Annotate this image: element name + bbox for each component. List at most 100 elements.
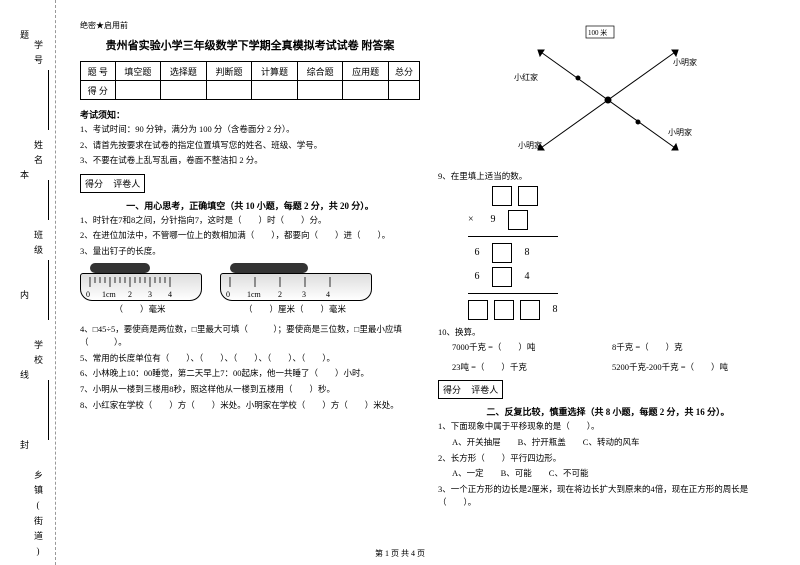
score-label: 得分 — [443, 383, 469, 396]
page-footer: 第 1 页 共 4 页 — [0, 548, 800, 559]
td — [297, 81, 343, 100]
mult-row: 6 4 — [468, 267, 536, 287]
score-box-2: 得分 评卷人 — [438, 380, 503, 399]
ruler-2: 01cm234 （ ）厘米（ ）毫米 — [220, 265, 370, 311]
label-top: 100 米 — [588, 28, 607, 37]
box-icon — [518, 186, 538, 206]
box-icon — [492, 186, 512, 206]
mult-row — [468, 186, 538, 206]
label-tr: 小明家 — [673, 57, 697, 67]
td — [343, 81, 389, 100]
svg-text:0: 0 — [226, 290, 230, 299]
score-table: 题 号 填空题 选择题 判断题 计算题 综合题 应用题 总分 得 分 — [80, 61, 420, 100]
td — [252, 81, 298, 100]
header-note: 绝密★启用前 — [80, 20, 420, 31]
binding-mark-2: 内 — [18, 290, 31, 305]
mult-row: 8 — [468, 300, 564, 320]
score-label: 得分 — [85, 177, 111, 190]
conv-item: 5200千克-200千克 =（ ）吨 — [612, 361, 772, 375]
svg-text:4: 4 — [168, 290, 172, 299]
binding-mark-4: 封 — [18, 440, 31, 455]
th: 填空题 — [115, 62, 161, 81]
ruler-row: 01cm234 （ ）毫米 01cm234 （ ）厘米（ ）毫米 — [80, 261, 420, 311]
notice-title-text: 考试须知： — [80, 110, 125, 120]
notice-item: 2、请首先按要求在试卷的指定位置填写您的姓名、班级、学号。 — [80, 139, 420, 153]
p2-q1-opts: A、开关抽屉 B、拧开瓶盖 C、转动的风车 — [452, 436, 778, 450]
notice-item: 3、不要在试卷上乱写乱画，卷面不整洁扣 2 分。 — [80, 154, 420, 168]
direction-diagram: 100 米 小红家 小明家 小明家 小明家 — [498, 20, 718, 170]
box-icon — [468, 300, 488, 320]
ruler-caption-1: （ ）毫米 — [80, 303, 200, 315]
question-5: 5、常用的长度单位有（ ）、（ ）、（ ）、（ ）、（ ）。 — [80, 352, 420, 366]
mult-9: 9 — [484, 214, 502, 225]
conv-item: 8千克 =（ ）克 — [612, 341, 742, 355]
td — [161, 81, 207, 100]
th: 总分 — [388, 62, 419, 81]
marker-label: 评卷人 — [113, 177, 140, 190]
box-icon — [494, 300, 514, 320]
svg-text:1cm: 1cm — [247, 290, 262, 299]
question-6: 6、小林晚上10：00睡觉，第二天早上7：00起床，他一共睡了（ ）小时。 — [80, 367, 420, 381]
label-bl: 小明家 — [518, 140, 542, 150]
th: 应用题 — [343, 62, 389, 81]
binding-segment — [48, 380, 50, 440]
p2-q2: 2、长方形（ ）平行四边形。 — [438, 452, 778, 466]
svg-text:0: 0 — [86, 290, 90, 299]
ruler-caption-2: （ ）厘米（ ）毫米 — [220, 303, 370, 315]
digit: 6 — [468, 247, 486, 258]
binding-mark-0: 题 — [18, 30, 31, 45]
content: 绝密★启用前 贵州省实验小学三年级数学下学期全真模拟考试试卷 附答案 题 号 填… — [80, 20, 780, 512]
p2-q2-opts: A、一定 B、可能 C、不可能 — [452, 467, 778, 481]
question-7: 7、小明从一楼到三楼用8秒，照这样他从一楼到五楼用（ ）秒。 — [80, 383, 420, 397]
svg-text:2: 2 — [278, 290, 282, 299]
svg-text:3: 3 — [302, 290, 306, 299]
box-icon — [520, 300, 540, 320]
rule-line — [468, 293, 558, 294]
binding-label-id: 学号 — [32, 40, 45, 70]
page: 学号 姓名 班级 学校 乡镇(街道) 题 本 内 线 封 绝密★启用前 贵州省实… — [0, 0, 800, 565]
conv-item: 23吨 =（ ）千克 — [452, 361, 582, 375]
svg-text:1cm: 1cm — [102, 290, 117, 299]
marker-label: 评卷人 — [471, 383, 498, 396]
mult-row: 6 8 — [468, 243, 536, 263]
conversion-grid: 7000千克 =（ ）吨 8千克 =（ ）克 23吨 =（ ）千克 5200千克… — [452, 341, 778, 376]
p2-q3: 3、一个正方形的边长是2厘米，现在将边长扩大到原来的4倍，现在正方形的周长是（ … — [438, 483, 778, 510]
svg-text:2: 2 — [128, 290, 132, 299]
box-icon — [508, 210, 528, 230]
mult-row: × 9 — [468, 210, 528, 230]
mult-boxes: × 9 6 8 6 4 8 — [468, 186, 778, 320]
table-row: 得 分 — [81, 81, 420, 100]
digit: 4 — [518, 271, 536, 282]
digit: 8 — [518, 247, 536, 258]
binding-label-name: 姓名 — [32, 140, 45, 170]
td: 得 分 — [81, 81, 116, 100]
question-4: 4、□45÷5，要使商是两位数，□里最大可填（ ）；要使商是三位数，□里最小应填… — [80, 323, 420, 350]
question-10: 10、换算。 — [438, 326, 778, 340]
box-icon — [492, 267, 512, 287]
part2-title: 二、反复比较，慎重选择（共 8 小题，每题 2 分，共 16 分）。 — [438, 405, 778, 418]
binding-area: 学号 姓名 班级 学校 乡镇(街道) 题 本 内 线 封 — [10, 0, 70, 565]
part1-title: 一、用心思考，正确填空（共 10 小题，每题 2 分，共 20 分）。 — [80, 199, 420, 212]
rule-line — [468, 236, 558, 237]
notice-title: 考试须知： — [80, 108, 420, 121]
svg-text:3: 3 — [148, 290, 152, 299]
th: 选择题 — [161, 62, 207, 81]
binding-label-school: 学校 — [32, 340, 45, 370]
p2-q1: 1、下面现象中属于平移现象的是（ ）。 — [438, 420, 778, 434]
svg-text:4: 4 — [326, 290, 330, 299]
question-9: 9、在里填上适当的数。 — [438, 170, 778, 184]
times-sign: × — [468, 214, 478, 225]
digit: 6 — [468, 271, 486, 282]
left-column: 绝密★启用前 贵州省实验小学三年级数学下学期全真模拟考试试卷 附答案 题 号 填… — [80, 20, 420, 512]
question-2: 2、在进位加法中，不管哪一位上的数相加满（ ），都要向（ ）进（ ）。 — [80, 229, 420, 243]
th: 题 号 — [81, 62, 116, 81]
label-left: 小红家 — [514, 72, 538, 82]
digit: 8 — [546, 304, 564, 315]
exam-title: 贵州省实验小学三年级数学下学期全真模拟考试试卷 附答案 — [80, 37, 420, 53]
td — [388, 81, 419, 100]
binding-segment — [48, 180, 50, 220]
binding-segment — [48, 260, 50, 320]
label-right: 小明家 — [668, 127, 692, 137]
td — [206, 81, 252, 100]
box-icon — [492, 243, 512, 263]
